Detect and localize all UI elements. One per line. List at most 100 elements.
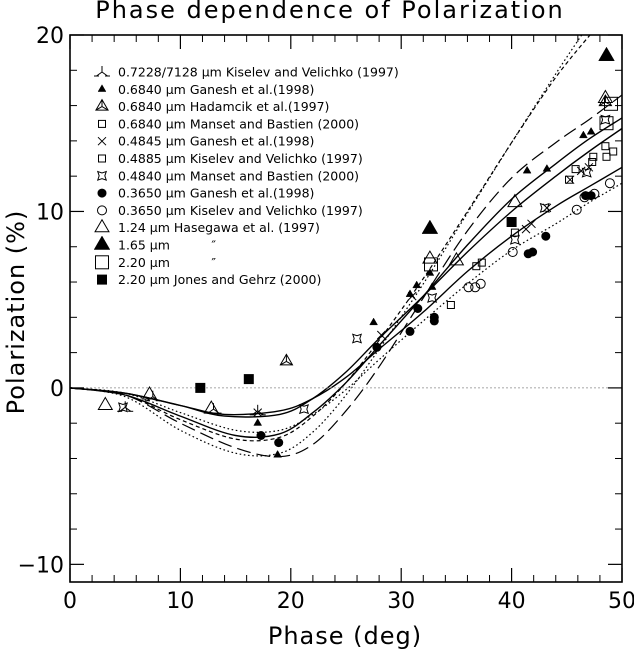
point-open-star <box>117 402 129 413</box>
legend-entry-label: 0.4845 μm Ganesh et al.(1998) <box>118 134 314 149</box>
point-open-star <box>298 404 310 415</box>
point-filled-circle <box>429 312 439 322</box>
point-small-open-square <box>98 119 106 128</box>
legend: 0.7228/7128 μm Kiselev and Velichko (199… <box>93 65 399 287</box>
model-curve-solid <box>70 166 622 416</box>
data-points <box>97 46 618 458</box>
point-big-open-square <box>599 116 614 131</box>
point-filled-square <box>195 382 206 393</box>
point-open-circle <box>470 282 481 293</box>
x-tick-label: 10 <box>166 589 194 614</box>
point-big-open-square <box>604 96 618 111</box>
point-small-open-square <box>510 228 519 237</box>
y-tick-label: 0 <box>50 377 64 402</box>
point-open-triangle <box>507 193 523 208</box>
point-small-open-square <box>477 258 486 267</box>
model-curve-dotted <box>70 182 622 433</box>
point-small-open-square <box>589 152 598 161</box>
model-curves <box>70 35 622 458</box>
point-small-filled-triangle <box>586 127 596 135</box>
point-open-star <box>600 114 611 125</box>
point-big-open-square <box>424 257 438 272</box>
point-small-open-square <box>446 301 455 309</box>
point-filled-circle <box>256 431 266 440</box>
point-open-triangle-star <box>598 94 613 107</box>
point-cross <box>527 219 536 229</box>
point-filled-square <box>506 217 517 227</box>
point-small-filled-triangle <box>522 165 532 174</box>
plot-frame <box>69 34 623 583</box>
y-tick-label: 20 <box>36 24 64 49</box>
point-small-open-square <box>601 142 610 151</box>
model-curve-long-dash <box>70 94 622 458</box>
point-open-triangle <box>97 396 114 410</box>
point-big-open-square <box>95 255 109 270</box>
point-open-circle <box>579 192 590 203</box>
point-open-star <box>539 202 550 213</box>
x-tick-label: 50 <box>608 589 634 614</box>
y-tick-label: −10 <box>18 553 64 578</box>
y-tick-label: 10 <box>36 200 64 225</box>
point-small-filled-triangle <box>273 450 282 458</box>
point-small-filled-triangle <box>542 164 552 172</box>
point-open-triangle <box>448 251 465 266</box>
point-open-star <box>96 170 108 181</box>
legend-entry-label: 0.3650 μm Kiselev and Velichko (1997) <box>118 203 363 218</box>
point-filled-circle <box>528 247 538 257</box>
point-filled-circle <box>405 326 415 336</box>
point-filled-circle <box>274 438 284 448</box>
legend-entry-label: 0.4840 μm Manset and Bastien (2000) <box>118 168 359 183</box>
point-filled-circle <box>541 231 551 241</box>
x-tick-label: 0 <box>63 589 77 614</box>
chart-title: Phase dependence of Polarization <box>95 0 565 24</box>
point-open-circle <box>589 188 600 199</box>
point-small-open-square <box>571 165 580 174</box>
point-cross <box>407 291 417 301</box>
point-open-star <box>581 167 592 178</box>
point-big-filled-triangle <box>598 46 615 61</box>
point-filled-square <box>97 274 107 285</box>
point-big-filled-triangle <box>93 235 111 250</box>
axis-ticks: 0 10 20 30 40 50 −10 0 10 20 <box>18 24 634 614</box>
point-cross <box>253 408 263 417</box>
point-small-filled-triangle <box>427 282 437 290</box>
point-open-circle <box>604 178 615 189</box>
legend-entry-label: 2.20 μm Jones and Gehrz (2000) <box>118 272 321 287</box>
legend-entry-label: 0.6840 μm Ganesh et al.(1998) <box>118 82 314 97</box>
point-tri-star <box>94 66 110 77</box>
legend-entry-label: 0.6840 μm Manset and Bastien (2000) <box>118 116 359 131</box>
x-tick-label: 40 <box>498 589 526 614</box>
point-small-open-square <box>602 152 611 161</box>
y-axis-label: Polarization (%) <box>2 210 30 415</box>
point-open-triangle <box>597 89 614 103</box>
point-small-open-square <box>98 154 106 163</box>
legend-entry-label: 2.20 μm ″ <box>118 255 216 270</box>
point-open-star <box>427 292 438 303</box>
point-open-triangle-star <box>95 98 109 111</box>
point-small-open-square <box>588 158 597 166</box>
point-small-filled-triangle <box>412 280 422 289</box>
x-tick-label: 20 <box>277 589 305 614</box>
point-big-filled-triangle <box>421 219 439 234</box>
point-open-triangle <box>422 250 438 264</box>
point-open-circle <box>571 204 582 215</box>
point-open-circle <box>475 278 486 289</box>
point-open-star <box>509 234 520 245</box>
point-small-filled-triangle <box>97 84 107 92</box>
model-curve-dotted <box>70 35 583 457</box>
point-small-filled-triangle <box>369 317 378 326</box>
legend-entry-label: 0.6840 μm Hadamcik et al.(1997) <box>118 99 329 114</box>
point-open-circle <box>97 205 107 216</box>
legend-entry-label: 0.7228/7128 μm Kiselev and Velichko (199… <box>118 65 399 80</box>
point-open-circle <box>463 282 474 293</box>
point-small-filled-triangle <box>579 130 588 139</box>
point-small-open-square <box>565 175 573 184</box>
point-open-triangle <box>203 400 220 414</box>
legend-entry-label: 0.4885 μm Kiselev and Velichko (1997) <box>118 151 363 166</box>
point-open-triangle <box>141 386 158 400</box>
point-open-star <box>351 333 363 344</box>
point-small-filled-triangle <box>253 418 263 426</box>
legend-entry-label: 1.24 μm Hasegawa et al. (1997) <box>118 220 320 235</box>
point-open-triangle-star <box>279 353 294 366</box>
